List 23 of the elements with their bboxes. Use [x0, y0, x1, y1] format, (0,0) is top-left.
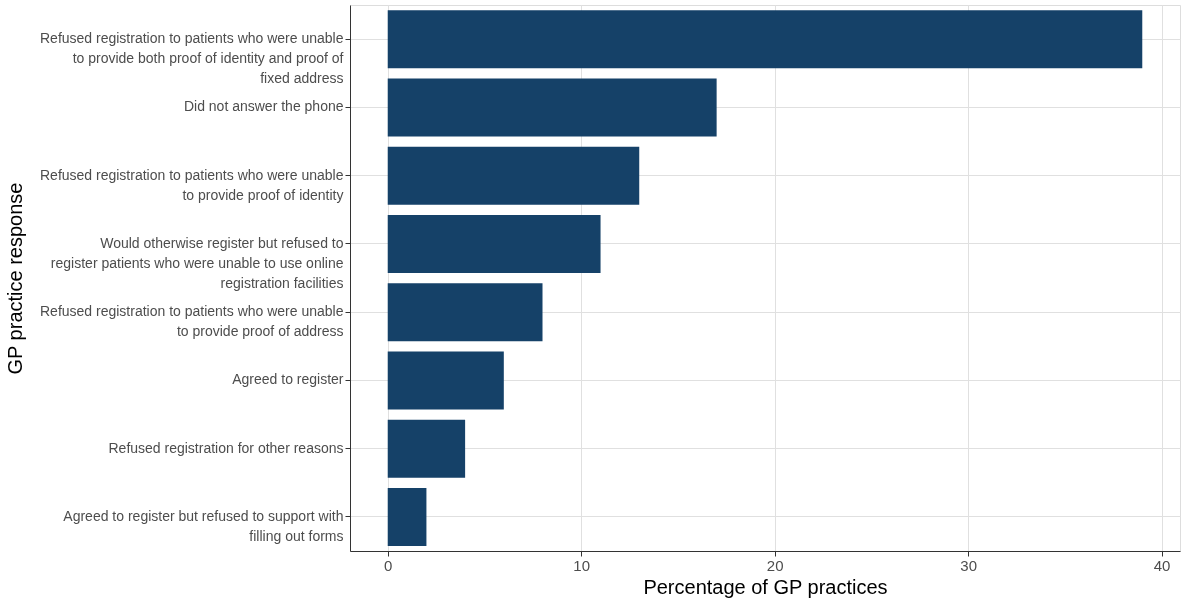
x-axis-title: Percentage of GP practices [643, 575, 888, 598]
x-tick-label: 30 [960, 556, 977, 574]
y-tick-label: Refused registration to patients who were unable to provide proof of identity [39, 166, 344, 203]
y-tick-label: Refused registration for other reasons [108, 439, 344, 456]
y-tick-label: Agreed to register [232, 371, 344, 388]
x-tick-label: 20 [766, 556, 784, 574]
x-tick-label: 10 [573, 556, 591, 574]
x-tick-label: 40 [1153, 556, 1171, 574]
x-tick-label: 0 [384, 556, 393, 574]
bar [387, 146, 640, 205]
bar [387, 487, 427, 546]
bar [387, 351, 504, 410]
bar [387, 214, 601, 273]
bar [387, 10, 1143, 69]
y-axis-title: GP practice response [3, 182, 26, 375]
y-tick-label: Refused registration to patients who were unable to provide proof of address [39, 303, 344, 340]
y-tick-label: Refused registration to patients who were unable to provide both proof of identity and proof of fixed address [39, 30, 344, 87]
y-tick-label: Would otherwise register but refused to register patients who were unable to use online registration facilities [50, 234, 344, 291]
y-tick-label: Agreed to register but refused to support with filling out forms [63, 507, 344, 544]
bar [387, 419, 466, 478]
bar [387, 78, 717, 137]
y-tick-label: Did not answer the phone [183, 98, 344, 115]
bar [387, 283, 543, 342]
